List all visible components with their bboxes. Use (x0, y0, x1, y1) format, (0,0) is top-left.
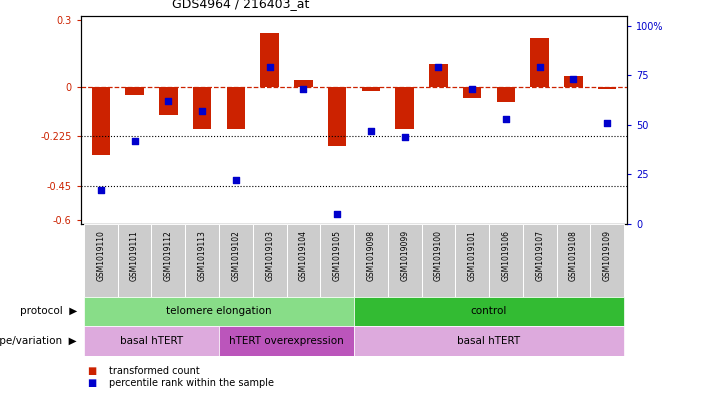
Bar (564, 75, 583, 86)
Bar (260, 33, 279, 86)
Text: GSM1019104: GSM1019104 (299, 230, 308, 281)
Text: GDS4964 / 216403_at: GDS4964 / 216403_at (172, 0, 309, 10)
Bar (193, 86, 212, 129)
Text: ■: ■ (88, 366, 97, 376)
Bar (253, 224, 287, 297)
Text: GSM1019109: GSM1019109 (603, 230, 612, 281)
Text: GSM1019103: GSM1019103 (265, 230, 274, 281)
Bar (219, 224, 253, 297)
Bar (320, 224, 354, 297)
Point (332, 211, 343, 217)
Bar (294, 80, 313, 86)
Text: GSM1019106: GSM1019106 (501, 230, 510, 281)
Bar (354, 326, 624, 356)
Text: GSM1019107: GSM1019107 (535, 230, 544, 281)
Bar (531, 38, 549, 86)
Bar (328, 86, 346, 147)
Point (230, 177, 241, 184)
Bar (287, 224, 320, 297)
Text: transformed count: transformed count (109, 366, 199, 376)
Bar (388, 224, 421, 297)
Bar (125, 86, 144, 95)
Bar (159, 86, 177, 116)
Text: GSM1019112: GSM1019112 (164, 230, 173, 281)
Bar (362, 86, 380, 91)
Point (196, 108, 207, 114)
Point (601, 120, 613, 126)
Text: hTERT overexpression: hTERT overexpression (229, 336, 344, 346)
Bar (590, 224, 624, 297)
Text: basal hTERT: basal hTERT (120, 336, 183, 346)
Text: GSM1019111: GSM1019111 (130, 230, 139, 281)
Bar (429, 64, 448, 86)
Point (534, 64, 545, 70)
Text: protocol  ▶: protocol ▶ (20, 307, 77, 316)
Text: GSM1019098: GSM1019098 (367, 230, 375, 281)
Text: GSM1019102: GSM1019102 (231, 230, 240, 281)
Point (501, 116, 512, 122)
Text: GSM1019108: GSM1019108 (569, 230, 578, 281)
Bar (92, 86, 110, 155)
Text: GSM1019105: GSM1019105 (333, 230, 341, 281)
Bar (421, 224, 455, 297)
Bar (557, 224, 590, 297)
Bar (496, 86, 515, 102)
Bar (84, 326, 219, 356)
Bar (118, 224, 151, 297)
Text: GSM1019100: GSM1019100 (434, 230, 443, 281)
Text: percentile rank within the sample: percentile rank within the sample (109, 378, 273, 388)
Text: genotype/variation  ▶: genotype/variation ▶ (0, 336, 77, 346)
Point (365, 128, 376, 134)
Bar (219, 326, 354, 356)
Text: GSM1019099: GSM1019099 (400, 230, 409, 281)
Text: GSM1019110: GSM1019110 (96, 230, 105, 281)
Text: basal hTERT: basal hTERT (458, 336, 521, 346)
Point (163, 98, 174, 104)
Bar (354, 224, 388, 297)
Bar (523, 224, 557, 297)
Bar (455, 224, 489, 297)
Bar (395, 86, 414, 129)
Bar (226, 86, 245, 129)
Bar (598, 86, 616, 89)
Text: ■: ■ (88, 378, 97, 388)
Bar (185, 224, 219, 297)
Point (298, 86, 309, 92)
Bar (84, 224, 118, 297)
Bar (84, 297, 354, 326)
Point (95, 187, 107, 193)
Text: control: control (471, 307, 508, 316)
Bar (151, 224, 185, 297)
Point (433, 64, 444, 70)
Bar (354, 297, 624, 326)
Point (129, 138, 140, 144)
Text: GSM1019101: GSM1019101 (468, 230, 477, 281)
Point (568, 76, 579, 83)
Bar (463, 86, 482, 98)
Text: telomere elongation: telomere elongation (166, 307, 272, 316)
Point (399, 134, 410, 140)
Text: GSM1019113: GSM1019113 (198, 230, 207, 281)
Bar (489, 224, 523, 297)
Point (264, 64, 275, 70)
Point (467, 86, 478, 92)
